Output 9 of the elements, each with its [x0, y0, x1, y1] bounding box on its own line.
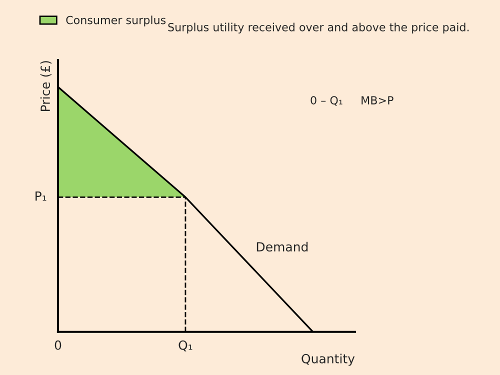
y-axis-title: Price (£) — [40, 61, 52, 111]
text: Surplus utility received over and above the price paid. — [168, 22, 469, 34]
x-tick-label: 0 — [54, 340, 62, 350]
x-axis-title: Quantity — [302, 354, 355, 366]
annotation: 0 – Q₁ MB>P — [310, 96, 394, 106]
x-tick-label: Q₁ — [178, 340, 192, 352]
legend-label: Consumer surplus — [66, 16, 166, 26]
series-label: Demand — [256, 242, 308, 252]
ref-line-label: P₁ — [36, 192, 46, 201]
